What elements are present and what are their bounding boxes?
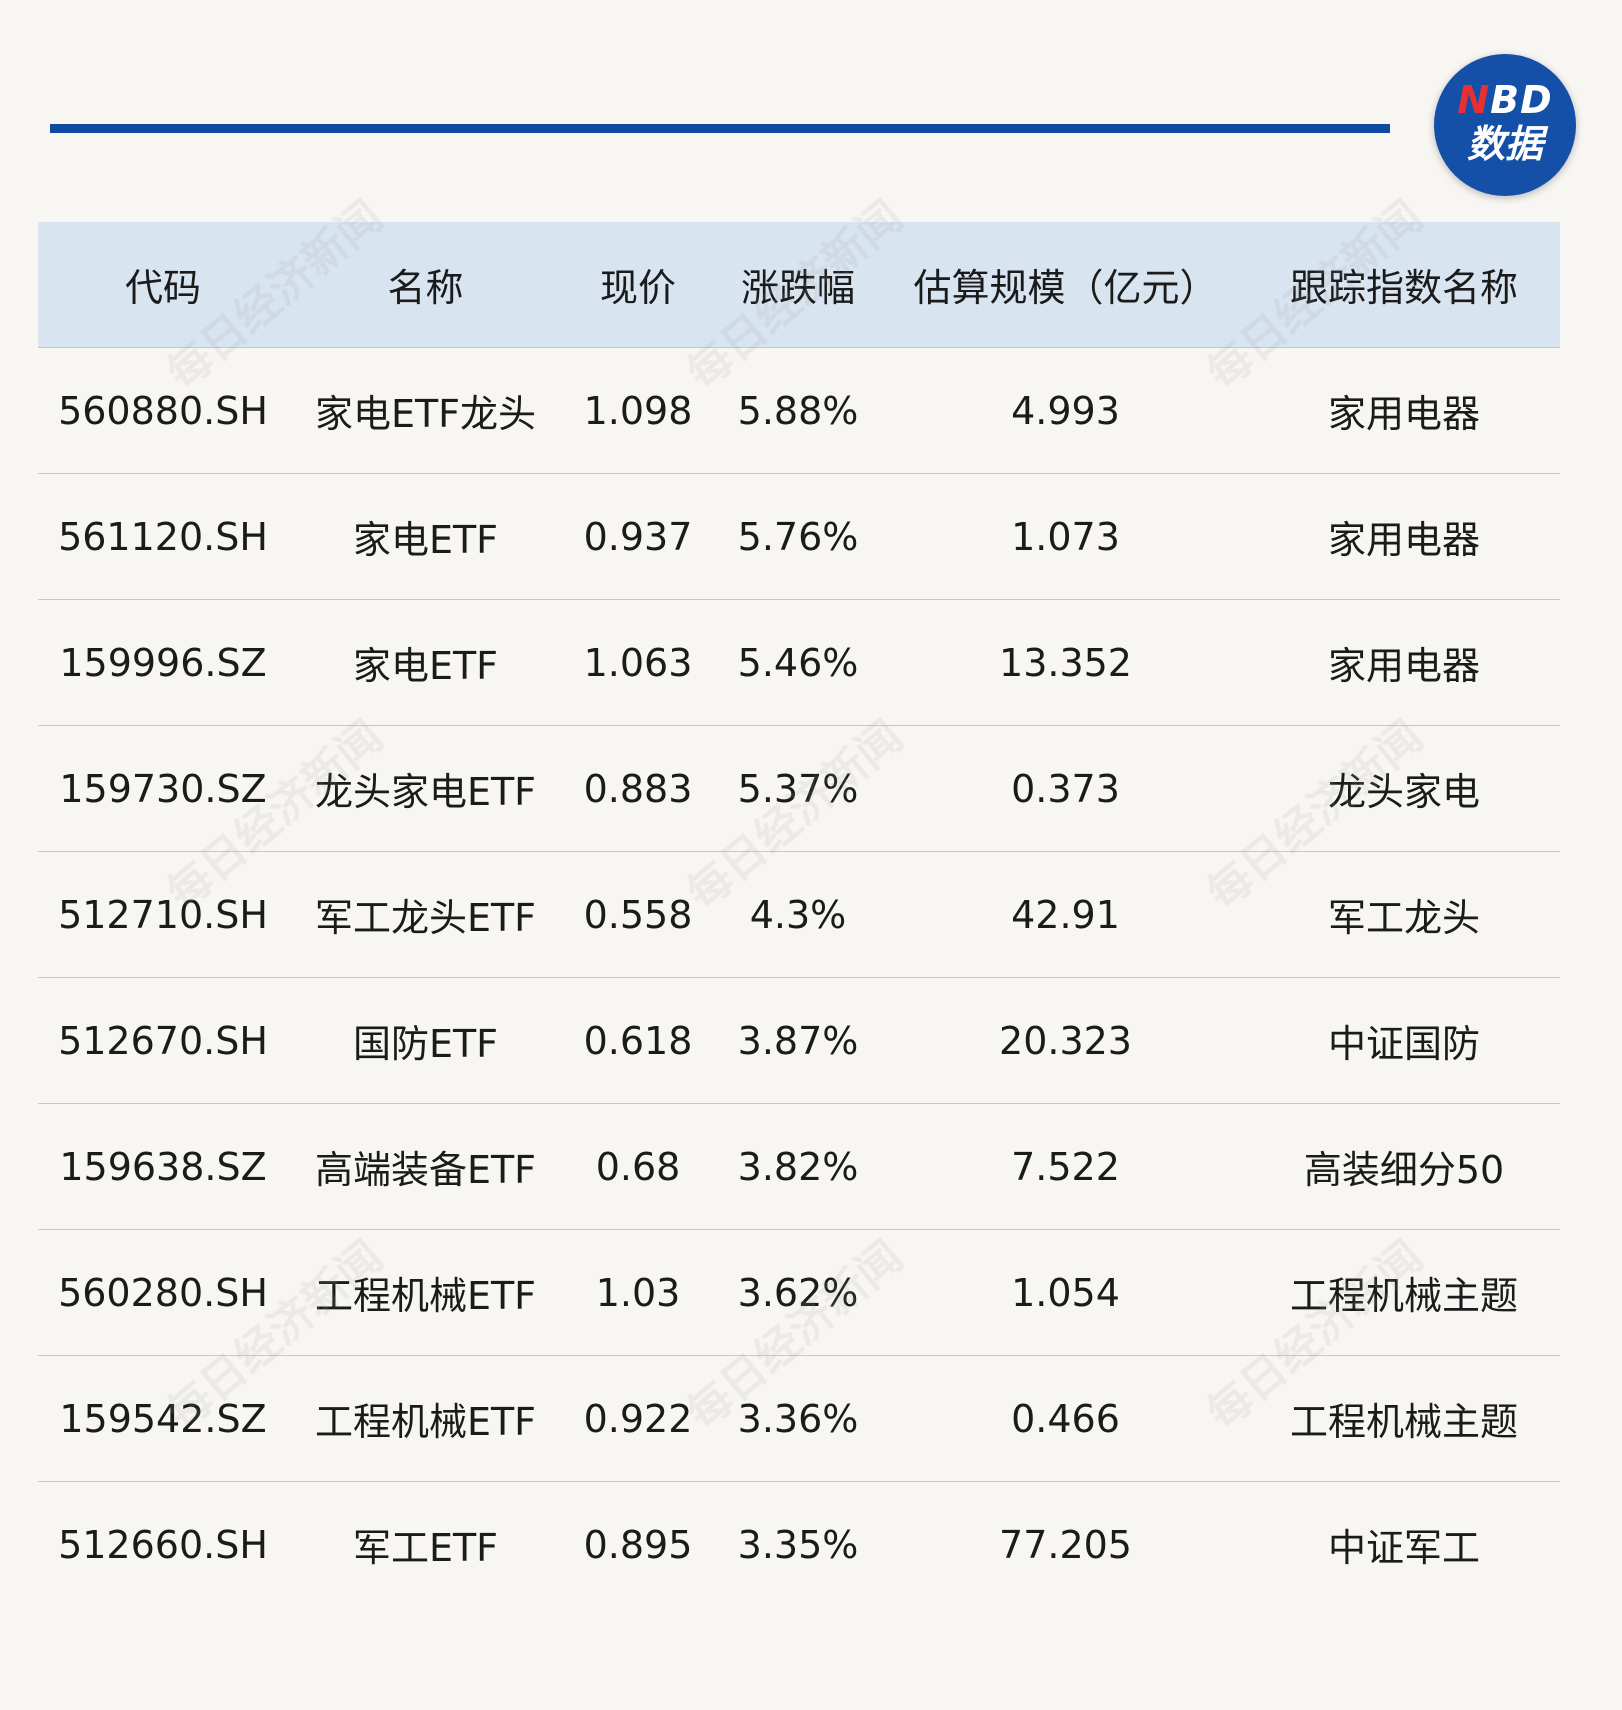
cell-name: 家电ETF龙头 <box>314 392 537 436</box>
cell-code: 159996.SZ <box>59 640 267 685</box>
cell-price: 0.937 <box>583 514 693 559</box>
header-scale: 估算规模（亿元） <box>913 266 1218 310</box>
cell-code: 512660.SH <box>58 1522 268 1567</box>
cell-name: 工程机械ETF <box>314 1274 537 1318</box>
cell-price: 1.03 <box>595 1270 681 1315</box>
cell-code: 159542.SZ <box>59 1396 267 1441</box>
logo-line1: NBD <box>1457 78 1553 122</box>
cell-price: 0.922 <box>583 1396 693 1441</box>
cell-index: 中证国防 <box>1327 1022 1480 1066</box>
header-index: 跟踪指数名称 <box>1289 266 1518 310</box>
table-row: 560880.SH 家电ETF龙头 1.098 5.88% 4.993 家用电器 <box>38 348 1560 474</box>
header-name: 名称 <box>387 266 464 310</box>
cell-code: 159638.SZ <box>59 1144 267 1189</box>
cell-name: 高端装备ETF <box>314 1148 537 1192</box>
cell-code: 561120.SH <box>58 514 268 559</box>
cell-price: 1.098 <box>583 388 693 433</box>
cell-change: 5.76% <box>737 514 859 559</box>
cell-price: 1.063 <box>583 640 693 685</box>
cell-code: 512710.SH <box>58 892 268 937</box>
cell-price: 0.68 <box>595 1144 681 1189</box>
cell-change: 3.62% <box>737 1270 859 1315</box>
etf-table: 代码 名称 现价 涨跌幅 估算规模（亿元） 跟踪指数名称 560880.SH 家电… <box>38 222 1560 1607</box>
cell-index: 军工龙头 <box>1327 896 1480 940</box>
cell-code: 560280.SH <box>58 1270 268 1315</box>
cell-index: 中证军工 <box>1327 1526 1480 1570</box>
cell-price: 0.618 <box>583 1018 693 1063</box>
table-row: 159996.SZ 家电ETF 1.063 5.46% 13.352 家用电器 <box>38 600 1560 726</box>
cell-code: 512670.SH <box>58 1018 268 1063</box>
cell-change: 4.3% <box>749 892 847 937</box>
header-change: 涨跌幅 <box>740 266 855 310</box>
cell-scale: 77.205 <box>999 1522 1132 1567</box>
cell-change: 3.82% <box>737 1144 859 1189</box>
cell-index: 家用电器 <box>1327 392 1480 436</box>
table-row: 512710.SH 军工龙头ETF 0.558 4.3% 42.91 军工龙头 <box>38 852 1560 978</box>
table-row: 560280.SH 工程机械ETF 1.03 3.62% 1.054 工程机械主题 <box>38 1230 1560 1356</box>
cell-index: 工程机械主题 <box>1289 1274 1518 1318</box>
table-row: 159730.SZ 龙头家电ETF 0.883 5.37% 0.373 龙头家电 <box>38 726 1560 852</box>
cell-change: 5.88% <box>737 388 859 433</box>
cell-price: 0.895 <box>583 1522 693 1567</box>
cell-scale: 4.993 <box>1011 388 1120 433</box>
logo-line2: 数据 <box>1466 122 1543 166</box>
cell-index: 高装细分50 <box>1303 1148 1505 1192</box>
cell-scale: 1.073 <box>1011 514 1120 559</box>
cell-name: 工程机械ETF <box>314 1400 537 1444</box>
cell-change: 3.87% <box>737 1018 859 1063</box>
cell-name: 军工龙头ETF <box>314 896 537 940</box>
header-price: 现价 <box>599 266 676 310</box>
cell-change: 5.46% <box>737 640 859 685</box>
header-code: 代码 <box>124 266 201 310</box>
top-rule <box>50 124 1390 133</box>
cell-name: 军工ETF <box>352 1526 499 1570</box>
table-row: 159638.SZ 高端装备ETF 0.68 3.82% 7.522 高装细分50 <box>38 1104 1560 1230</box>
cell-index: 家用电器 <box>1327 518 1480 562</box>
cell-code: 159730.SZ <box>59 766 267 811</box>
cell-price: 0.883 <box>583 766 693 811</box>
cell-change: 3.35% <box>737 1522 859 1567</box>
table-row: 561120.SH 家电ETF 0.937 5.76% 1.073 家用电器 <box>38 474 1560 600</box>
table-row: 512660.SH 军工ETF 0.895 3.35% 77.205 中证军工 <box>38 1482 1560 1607</box>
cell-scale: 20.323 <box>999 1018 1132 1063</box>
cell-code: 560880.SH <box>58 388 268 433</box>
cell-change: 5.37% <box>737 766 859 811</box>
table-body: 560880.SH 家电ETF龙头 1.098 5.88% 4.993 家用电器 56112… <box>38 348 1560 1607</box>
cell-name: 家电ETF <box>352 644 499 688</box>
cell-scale: 0.466 <box>1011 1396 1120 1441</box>
cell-scale: 1.054 <box>1011 1270 1120 1315</box>
table-row: 512670.SH 国防ETF 0.618 3.87% 20.323 中证国防 <box>38 978 1560 1104</box>
cell-index: 工程机械主题 <box>1289 1400 1518 1444</box>
cell-scale: 0.373 <box>1011 766 1120 811</box>
table-header-row: 代码 名称 现价 涨跌幅 估算规模（亿元） 跟踪指数名称 <box>38 222 1560 348</box>
cell-name: 国防ETF <box>352 1022 499 1066</box>
cell-index: 龙头家电 <box>1327 770 1480 814</box>
cell-scale: 42.91 <box>1011 892 1120 937</box>
cell-price: 0.558 <box>583 892 693 937</box>
cell-scale: 7.522 <box>1011 1144 1120 1189</box>
cell-name: 家电ETF <box>352 518 499 562</box>
cell-change: 3.36% <box>737 1396 859 1441</box>
nbd-logo: NBD 数据 <box>1434 54 1576 196</box>
cell-name: 龙头家电ETF <box>314 770 537 814</box>
table-row: 159542.SZ 工程机械ETF 0.922 3.36% 0.466 工程机械主题 <box>38 1356 1560 1482</box>
cell-scale: 13.352 <box>999 640 1132 685</box>
cell-index: 家用电器 <box>1327 644 1480 688</box>
